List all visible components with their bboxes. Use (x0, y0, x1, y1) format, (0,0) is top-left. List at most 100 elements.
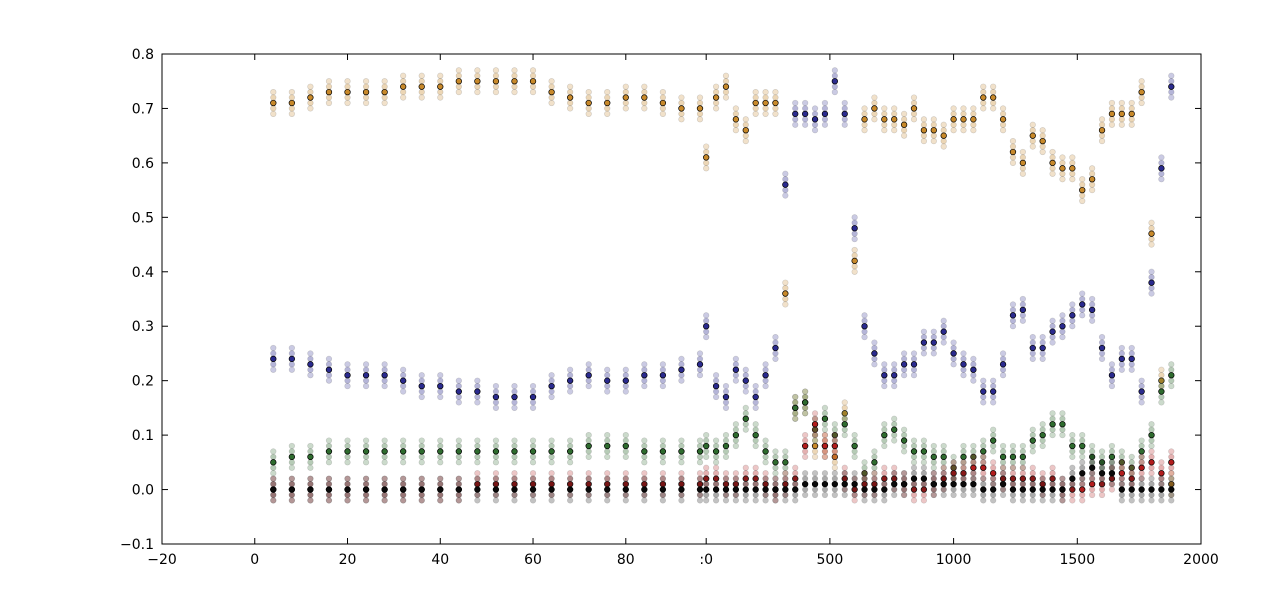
data-point-shade (326, 356, 332, 362)
data-point (326, 367, 332, 373)
data-point (308, 95, 314, 101)
data-point-shade (400, 460, 406, 466)
data-point-shade (842, 106, 848, 112)
data-point-shade (822, 449, 828, 455)
data-point-shade (911, 481, 917, 487)
data-point-shade (802, 411, 808, 417)
data-point (1159, 389, 1165, 395)
data-point-shade (901, 487, 907, 493)
data-point-shade (642, 367, 648, 373)
data-point-shade (882, 378, 888, 384)
data-point-shade (308, 449, 314, 455)
data-point-shade (980, 100, 986, 106)
data-point-shade (1149, 285, 1155, 291)
data-point-shade (733, 427, 739, 433)
data-point-shade (363, 84, 369, 90)
data-point-shade (951, 470, 957, 476)
data-point-shade (400, 454, 406, 460)
data-point-shade (713, 378, 719, 384)
data-point-shade (862, 334, 868, 340)
data-point-shade (882, 438, 888, 444)
data-point-shade (842, 476, 848, 482)
data-point-shade (1079, 193, 1085, 199)
data-point-shade (308, 481, 314, 487)
data-point-shade (512, 400, 518, 406)
data-point-shade (289, 106, 295, 112)
data-point (1020, 487, 1026, 493)
data-point-shade (1129, 106, 1135, 112)
data-point-shade (1040, 438, 1046, 444)
data-point (773, 100, 779, 106)
data-point-shade (822, 117, 828, 123)
data-point-shade (792, 492, 798, 498)
data-point-shade (308, 492, 314, 498)
data-point (345, 487, 351, 493)
data-point-shade (763, 476, 769, 482)
data-point-shade (1089, 187, 1095, 193)
data-point-shade (493, 73, 499, 79)
data-point (1099, 345, 1105, 351)
data-point-shade (882, 106, 888, 112)
data-point-shade (980, 498, 986, 504)
data-point (475, 487, 481, 493)
data-point-shade (941, 476, 947, 482)
data-point-shade (713, 481, 719, 487)
data-point-shade (437, 394, 443, 400)
data-point (456, 487, 462, 493)
data-point-shade (832, 427, 838, 433)
data-point (1129, 487, 1135, 493)
data-point (623, 443, 629, 449)
data-point-shade (773, 476, 779, 482)
data-point-shade (832, 449, 838, 455)
data-point-shade (1169, 362, 1175, 368)
data-point-shade (1070, 487, 1076, 493)
data-point-shade (703, 313, 709, 319)
data-point-shade (812, 127, 818, 133)
data-point-shade (733, 122, 739, 128)
data-point-shade (419, 89, 425, 95)
data-point (872, 460, 878, 466)
data-point-shade (363, 95, 369, 101)
data-point (703, 155, 709, 161)
data-point (891, 427, 897, 433)
data-point-shade (1109, 106, 1115, 112)
data-point-shade (852, 231, 858, 237)
data-point-shade (1040, 492, 1046, 498)
data-point-shade (586, 383, 592, 389)
data-point-shade (862, 111, 868, 117)
data-point-shade (733, 106, 739, 112)
data-point (822, 416, 828, 422)
data-point-shade (703, 432, 709, 438)
data-point-shade (931, 443, 937, 449)
data-point-shade (697, 356, 703, 362)
data-point (743, 487, 749, 493)
data-point-shade (1169, 492, 1175, 498)
data-point-shade (419, 481, 425, 487)
data-point (971, 117, 977, 123)
data-point-shade (530, 389, 536, 395)
data-point-shade (1099, 334, 1105, 340)
data-point-shade (697, 95, 703, 101)
data-point-shade (842, 470, 848, 476)
data-point (308, 454, 314, 460)
data-point-shade (822, 438, 828, 444)
data-point-shade (743, 492, 749, 498)
data-point-shade (549, 78, 555, 84)
data-point (961, 481, 967, 487)
data-point-shade (1169, 454, 1175, 460)
data-point-shade (911, 492, 917, 498)
data-point-shade (792, 476, 798, 482)
data-point-shade (679, 438, 685, 444)
data-point (604, 100, 610, 106)
data-point-shade (703, 334, 709, 340)
data-point (586, 100, 592, 106)
data-point-shade (363, 476, 369, 482)
data-point-shade (1109, 449, 1115, 455)
data-point-shade (980, 394, 986, 400)
data-point-shade (1000, 367, 1006, 373)
data-point-shade (345, 481, 351, 487)
data-point-shade (363, 460, 369, 466)
data-point (271, 460, 277, 466)
data-point-shade (901, 133, 907, 139)
data-point-shade (1129, 367, 1135, 373)
